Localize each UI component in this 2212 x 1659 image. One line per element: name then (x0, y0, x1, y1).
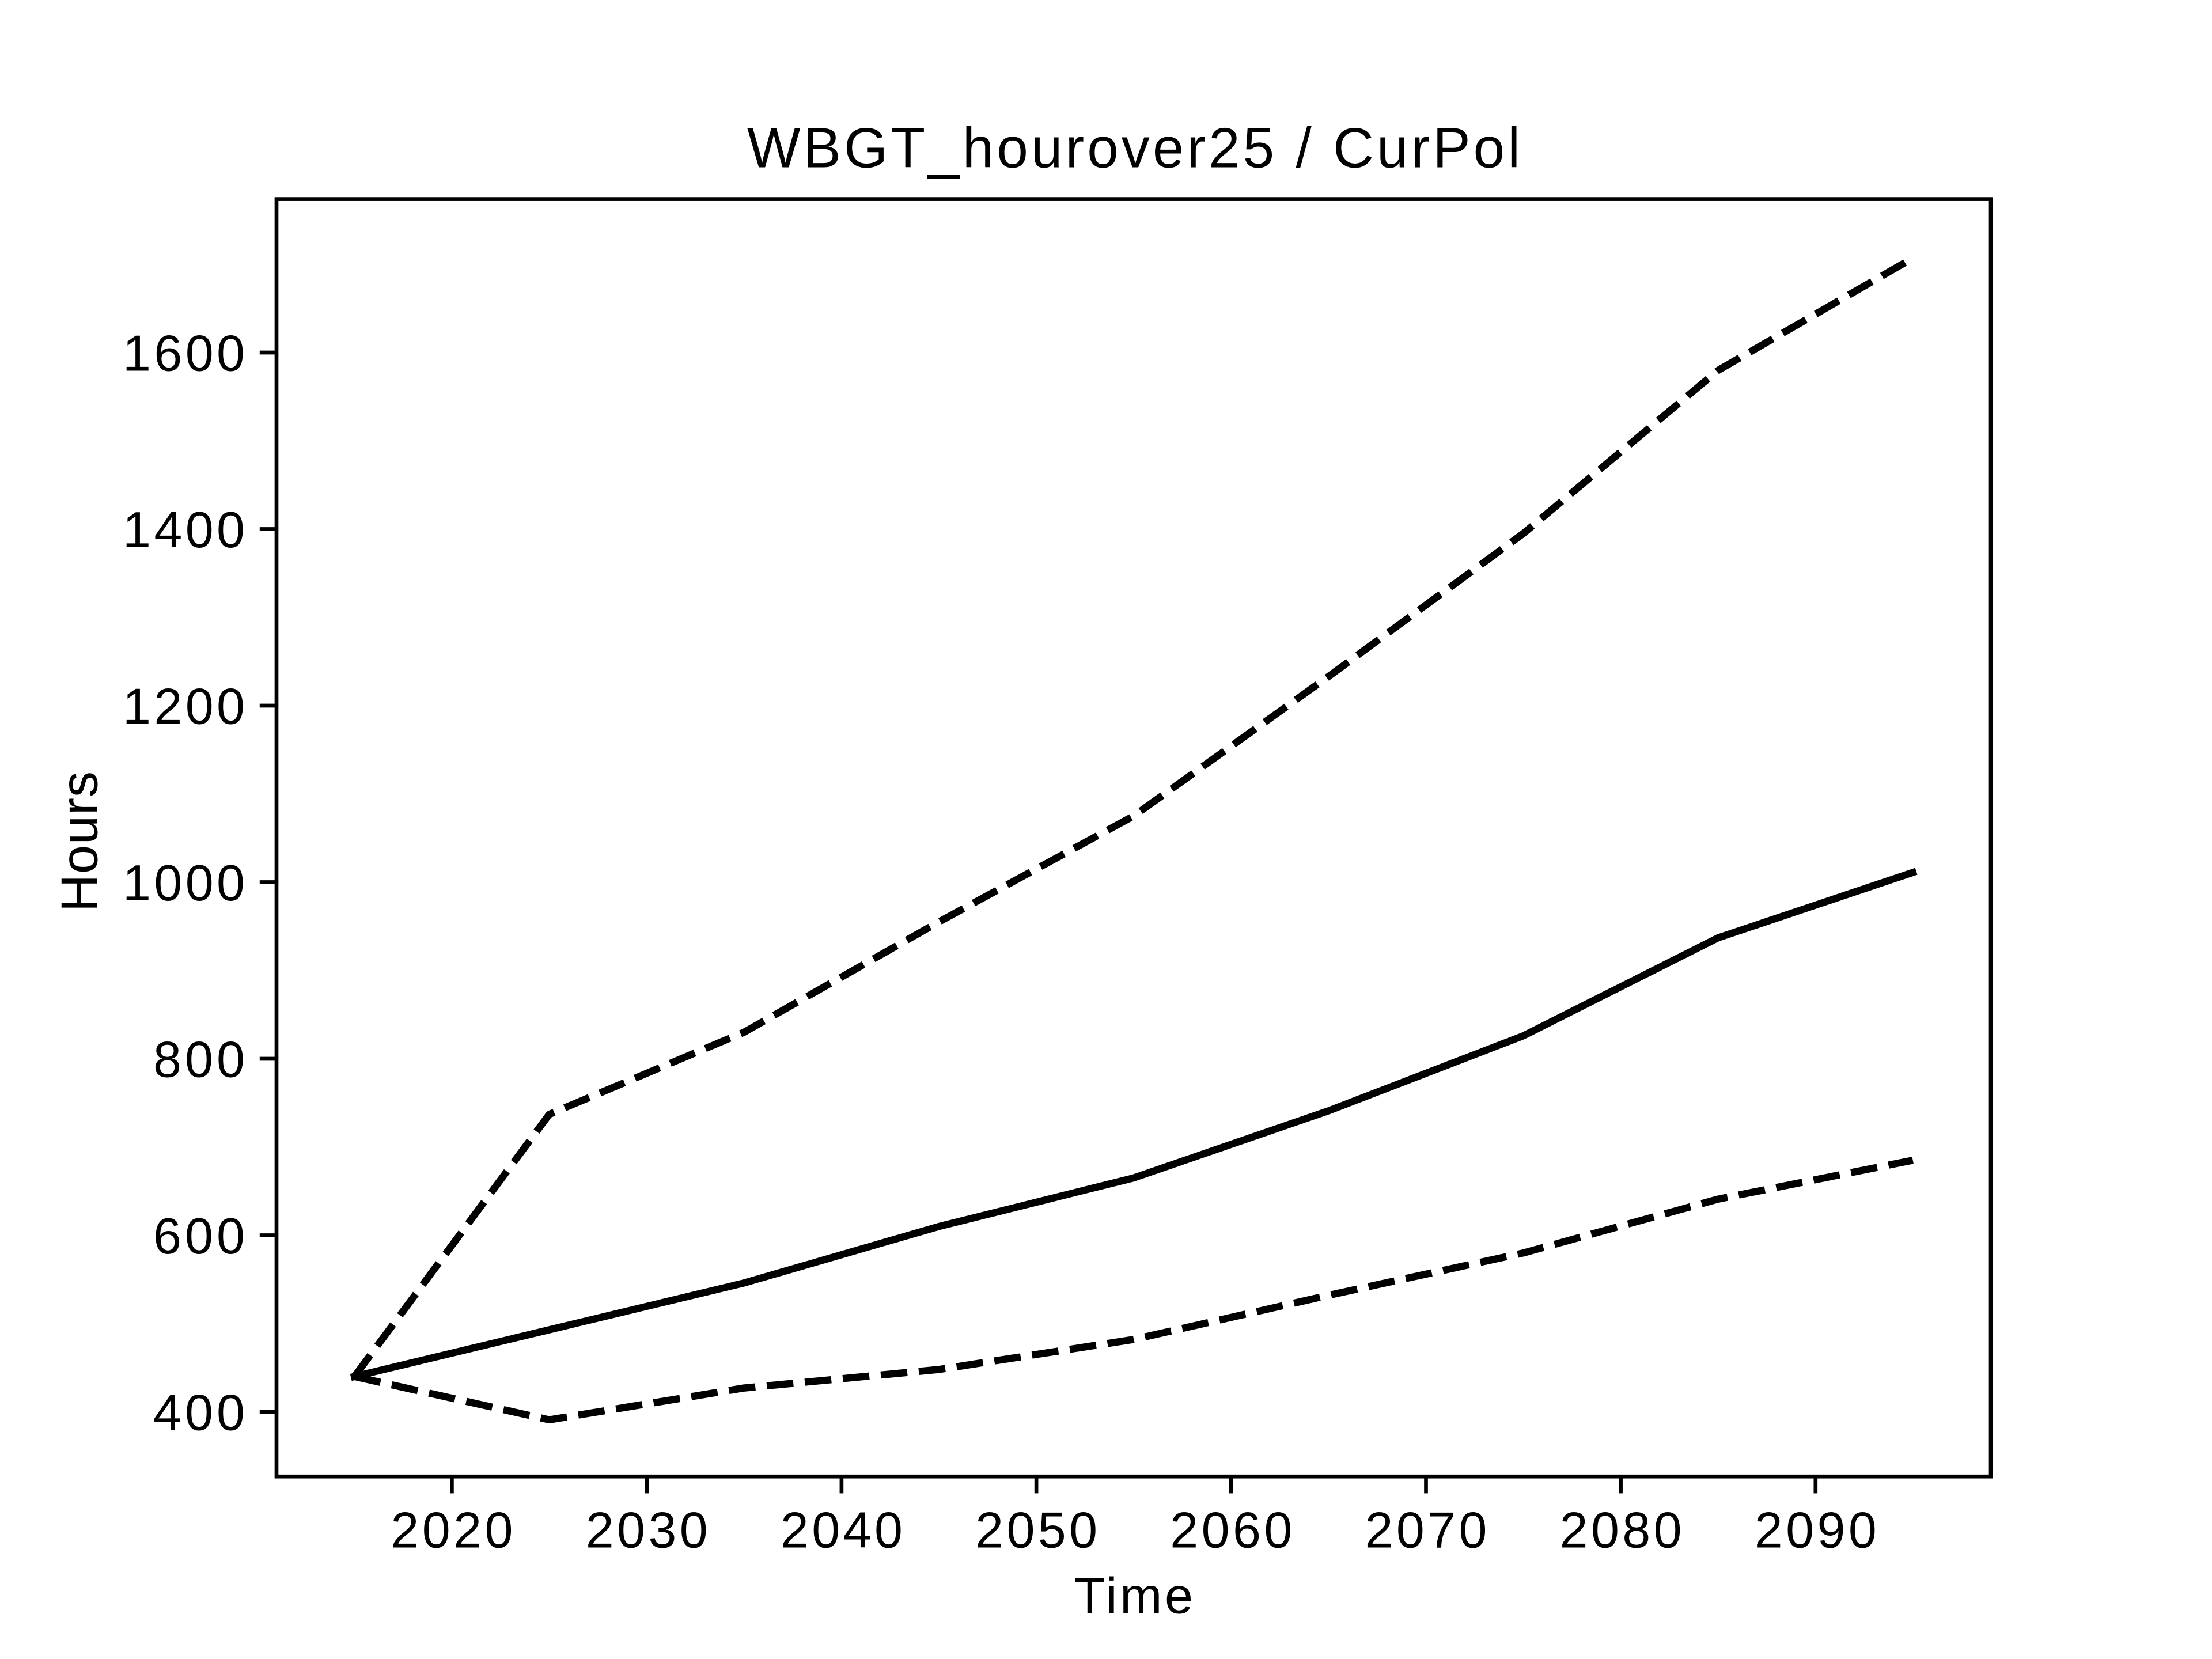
svg-text:Time: Time (1074, 1567, 1193, 1624)
svg-text:400: 400 (153, 1384, 245, 1441)
svg-text:Hours: Hours (51, 771, 109, 912)
svg-text:WBGT_hourover25 / CurPol: WBGT_hourover25 / CurPol (747, 116, 1520, 180)
svg-text:600: 600 (153, 1207, 245, 1264)
svg-text:800: 800 (153, 1031, 245, 1088)
